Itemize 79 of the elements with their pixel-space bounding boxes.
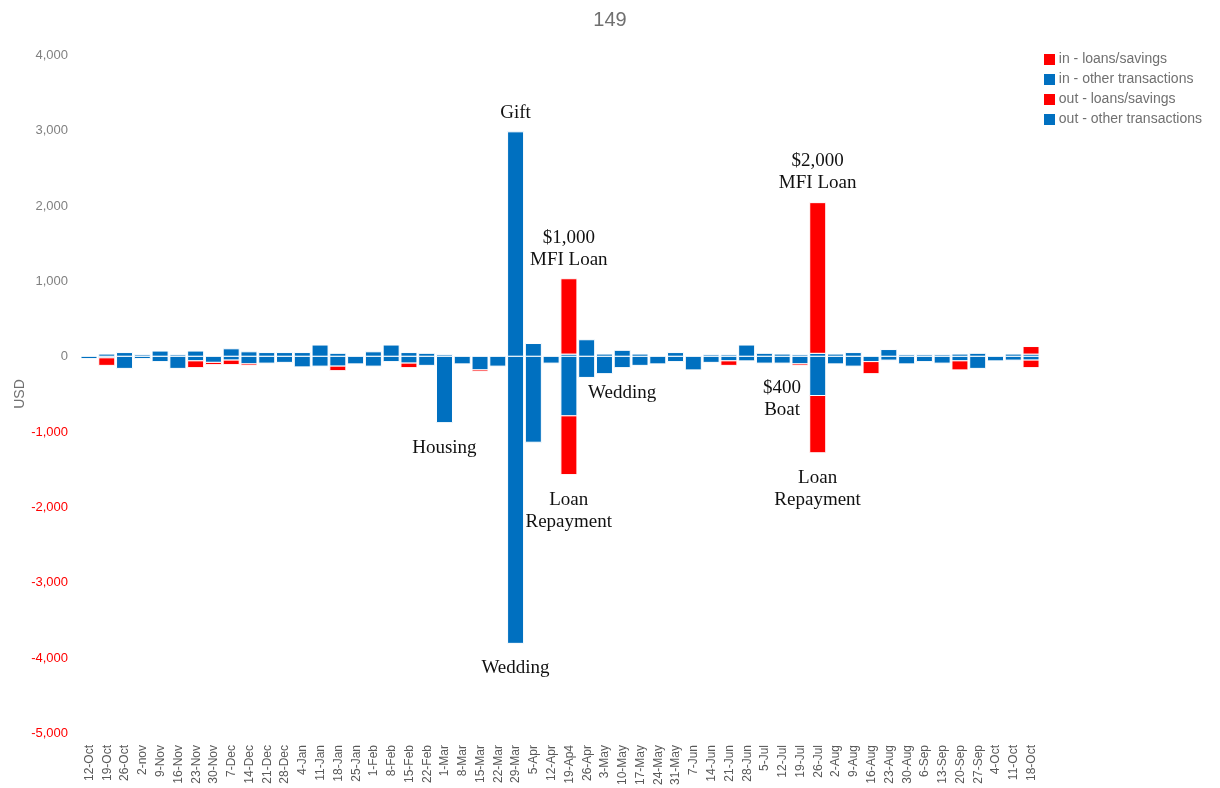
- x-tick-label: 29-Mar: [508, 745, 523, 784]
- x-tick-label: 23-Nov: [188, 745, 203, 784]
- x-tick-label: 15-Mar: [472, 745, 487, 784]
- annotation: Gift: [500, 101, 532, 123]
- x-tick-label: 31-May: [668, 745, 683, 786]
- x-tick-label: 28-Dec: [277, 745, 292, 784]
- annotation: $2,000 MFI Loan: [778, 149, 857, 193]
- x-tick-label: 26-Oct: [117, 744, 132, 782]
- x-tick-label: 8-Mar: [455, 745, 470, 777]
- y-tick-label: 1,000: [35, 273, 68, 288]
- x-tick-label: 15-Feb: [401, 744, 416, 784]
- x-tick-label: 6-Sep: [917, 744, 932, 778]
- x-tick-label: 17-May: [632, 745, 647, 786]
- annotation: Housing: [412, 435, 478, 457]
- y-tick-label: -1,000: [31, 423, 68, 439]
- x-tick-label: 30-Aug: [899, 745, 914, 784]
- x-tick-label: 4-Jan: [295, 745, 310, 776]
- x-tick-label: 22-Mar: [490, 745, 505, 784]
- x-tick-label: 28-Jun: [739, 745, 754, 782]
- y-axis-title: USD: [10, 379, 27, 409]
- annotation: Wedding: [481, 656, 551, 678]
- x-tick-label: 9-Nov: [152, 745, 167, 778]
- x-tick-label: 12-Oct: [81, 744, 96, 782]
- x-tick-label: 12-Jul: [775, 745, 790, 778]
- x-tick-label: 26-Jul: [810, 745, 825, 778]
- legend-label: in - loans/savings: [1058, 50, 1167, 66]
- x-tick-label: 7-Dec: [224, 745, 239, 778]
- x-tick-label: 19-Ap4: [561, 744, 576, 784]
- x-tick-label: 5-Jul: [757, 745, 772, 772]
- y-tick-label: -4,000: [31, 649, 68, 665]
- x-tick-label: 8-Feb: [384, 744, 399, 777]
- x-tick-label: 14-Dec: [241, 745, 256, 784]
- x-tick-label: 24-May: [650, 745, 665, 786]
- x-tick-label: 19-Jul: [792, 745, 807, 778]
- legend-label: out - loans/savings: [1058, 90, 1176, 106]
- x-tick-label: 21-Dec: [259, 745, 274, 784]
- x-tick-label: 2-nov: [135, 745, 150, 776]
- x-tick-label: 11-Jan: [312, 745, 327, 781]
- y-tick-label: 2,000: [35, 197, 68, 213]
- x-tick-label: 27-Sep: [970, 744, 985, 784]
- y-tick-label: -3,000: [31, 574, 68, 590]
- x-tick-label: 25-Jan: [348, 745, 363, 782]
- x-tick-label: 9-Aug: [846, 745, 861, 778]
- x-tick-label: 18-Jan: [330, 745, 345, 782]
- y-tick-label: -5,000: [31, 725, 68, 740]
- y-tick-label: 4,000: [35, 47, 68, 62]
- x-tick-label: 22-Feb: [419, 744, 434, 784]
- x-tick-label: 14-Jun: [703, 745, 718, 782]
- x-tick-label: 21-Jun: [721, 745, 736, 782]
- x-tick-label: 10-May: [615, 745, 630, 786]
- legend-label: out - other transactions: [1058, 110, 1202, 126]
- annotation: $1,000 MFI Loan: [530, 226, 609, 270]
- y-tick-label: -2,000: [31, 499, 68, 514]
- x-tick-label: 20-Sep: [952, 744, 967, 784]
- legend-label: in - other transactions: [1058, 70, 1194, 86]
- chart-title: 149: [592, 8, 628, 31]
- y-tick-label: 3,000: [35, 122, 68, 138]
- x-tick-label: 11-Oct: [1006, 744, 1021, 781]
- annotation: Loan Repayment: [774, 466, 862, 510]
- x-tick-label: 19-Oct: [99, 744, 114, 782]
- x-tick-label: 4-Oct: [988, 744, 1003, 775]
- x-tick-label: 2-Aug: [828, 745, 843, 778]
- x-tick-label: 3-May: [597, 745, 612, 779]
- x-tick-label: 7-Jun: [686, 745, 701, 776]
- x-tick-label: 1-Feb: [366, 744, 381, 777]
- x-tick-label: 26-Apr: [579, 745, 594, 782]
- x-tick-label: 5-Apr: [526, 745, 541, 775]
- annotation: $400 Boat: [763, 376, 802, 420]
- x-tick-label: 30-Nov: [206, 745, 221, 784]
- x-tick-label: 18-Oct: [1023, 744, 1038, 782]
- x-tick-label: 16-Nov: [170, 745, 185, 784]
- annotation: Wedding: [588, 380, 657, 402]
- x-tick-label: 12-Apr: [544, 745, 559, 782]
- x-tick-label: 16-Aug: [863, 745, 878, 784]
- x-tick-label: 13-Sep: [935, 744, 950, 784]
- x-tick-label: 23-Aug: [881, 745, 896, 784]
- x-tick-label: 1-Mar: [437, 745, 452, 777]
- y-tick-label: 0: [60, 348, 68, 364]
- annotation: Loan Repayment: [525, 487, 613, 531]
